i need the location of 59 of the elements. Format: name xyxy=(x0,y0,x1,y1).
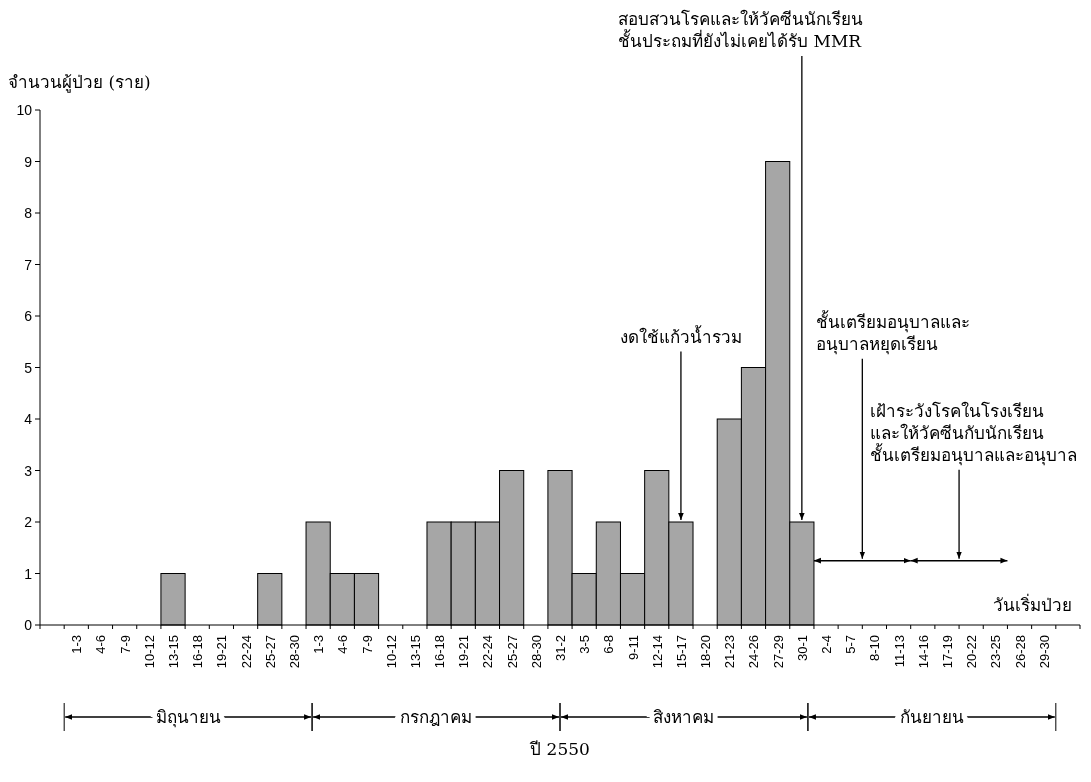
x-tick-label: 6-8 xyxy=(601,635,617,654)
x-tick-label: 12-14 xyxy=(649,635,665,669)
y-tick-label: 6 xyxy=(24,308,33,324)
annotation: ชั้นเตรียมอนุบาลและ อนุบาลหยุดเรียน xyxy=(815,309,970,355)
y-tick-label: 2 xyxy=(24,514,33,530)
x-tick-label: 10-12 xyxy=(141,635,157,669)
x-tick-label: 28-30 xyxy=(286,635,302,669)
x-tick-label: 9-11 xyxy=(625,635,641,661)
x-tick-label: 14-16 xyxy=(915,635,931,669)
x-tick-label: 28-30 xyxy=(528,635,544,669)
x-tick-label: 31-2 xyxy=(553,635,568,662)
x-tick-label: 10-12 xyxy=(383,635,399,669)
annotation: เฝ้าระวังโรคในโรงเรียน และให้วัคซีนกับนักเรียน ชั้นเตรียมอนุบาลและอนุบาล xyxy=(870,400,1078,466)
x-tick-label: 26-28 xyxy=(1012,635,1028,669)
y-axis-title: จำนวนผู้ป่วย (ราย) xyxy=(8,72,151,93)
x-tick-label: 4-6 xyxy=(93,635,109,654)
x-tick-label: 16-18 xyxy=(432,635,448,669)
x-tick-label: 3-5 xyxy=(577,635,593,654)
x-tick-label: 13-15 xyxy=(166,635,182,669)
annotation: วันเริ่มป่วย xyxy=(993,593,1072,615)
x-tick-label: 20-22 xyxy=(964,635,980,669)
x-tick-label: 16-18 xyxy=(190,635,206,669)
y-tick-label: 7 xyxy=(24,256,33,273)
x-tick-label: 7-9 xyxy=(359,635,375,654)
x-tick-label: 21-23 xyxy=(722,635,738,669)
x-tick-label: 11-13 xyxy=(891,635,907,668)
x-tick-label: 8-10 xyxy=(867,635,883,662)
x-tick-label: 15-17 xyxy=(673,635,689,669)
x-tick-label: 1-3 xyxy=(311,635,327,654)
annotation: งดใช้แก้วน้ำรวม xyxy=(619,326,742,521)
x-tick-label: 27-29 xyxy=(770,635,786,669)
y-tick-label: 3 xyxy=(24,462,33,479)
y-tick-label: 5 xyxy=(24,359,33,376)
annotation: งดใช้แก้วน้ำรวม xyxy=(619,324,742,347)
x-tick-label: 22-24 xyxy=(238,635,254,669)
x-tick-label: 1-3 xyxy=(69,635,85,654)
y-tick-label: 1 xyxy=(24,565,33,582)
x-tick-label: 7-9 xyxy=(117,635,133,654)
x-tick-label: 19-21 xyxy=(456,635,472,669)
x-tick-label: 17-19 xyxy=(939,635,955,669)
y-tick-label: 0 xyxy=(24,617,33,633)
y-tick-label: 4 xyxy=(24,411,33,427)
x-tick-label: 25-27 xyxy=(504,635,520,669)
x-tick-label: 23-25 xyxy=(988,635,1004,669)
y-tick-label: 9 xyxy=(24,153,33,170)
x-tick-label: 25-27 xyxy=(262,635,278,669)
x-tick-label: 24-26 xyxy=(746,635,762,669)
x-tick-label: 29-30 xyxy=(1036,635,1052,669)
y-tick-label: 10 xyxy=(16,102,33,118)
x-tick-label: 2-4 xyxy=(819,635,835,654)
x-tick-label: 30-1 xyxy=(794,635,810,662)
x-tick-label: 19-21 xyxy=(214,635,230,669)
x-tick-label: 18-20 xyxy=(698,635,714,669)
x-tick-label: 4-6 xyxy=(335,635,351,654)
x-tick-label: 5-7 xyxy=(843,635,859,654)
x-tick-label: 22-24 xyxy=(480,635,496,669)
x-tick-label: 13-15 xyxy=(407,635,423,669)
y-tick-label: 8 xyxy=(24,205,33,221)
x-axis-title: ปี 2550 xyxy=(529,739,590,759)
